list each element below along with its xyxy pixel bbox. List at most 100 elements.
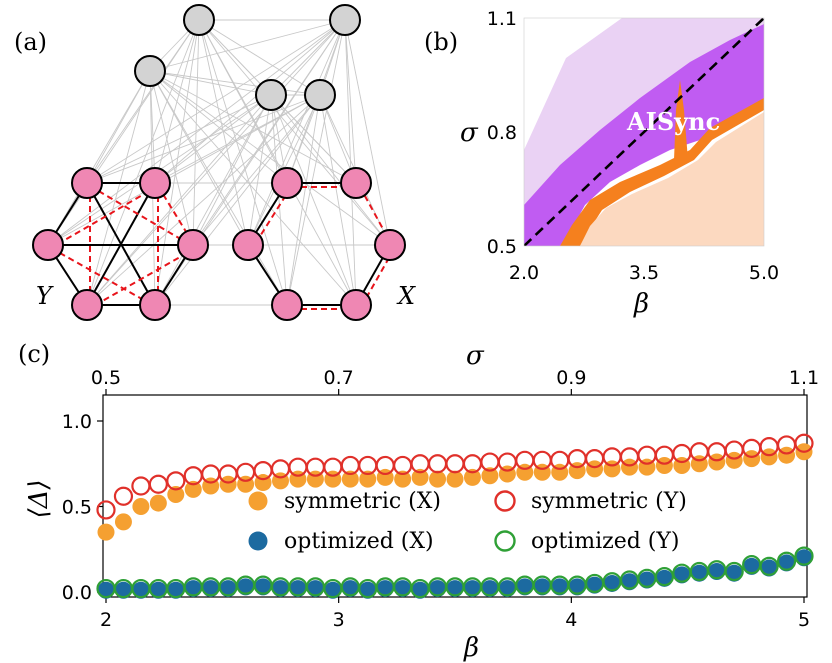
scatter-point-optimized-x — [690, 564, 708, 582]
scatter-point-optimized-x — [725, 564, 743, 582]
scatter-point-symmetric-x — [481, 467, 499, 485]
network-node — [71, 167, 103, 199]
scatter-point-optimized-x — [359, 581, 377, 599]
scatter-point-symmetric-y — [131, 476, 151, 496]
scatter-xtick-label: 3 — [333, 609, 345, 631]
scatter-ytick-label: 0.0 — [62, 582, 92, 604]
network-grey-edge — [270, 19, 346, 96]
legend-label: optimized (Y) — [531, 529, 679, 554]
network-node — [374, 229, 406, 261]
scatter-point-optimized-x — [97, 581, 115, 599]
network-grey-edge — [344, 19, 357, 184]
network-grey-edges — [47, 19, 391, 306]
scatter-point-optimized-x — [149, 581, 167, 599]
scatter-point-optimized-x — [673, 566, 691, 584]
network-grey-edge — [319, 94, 357, 306]
network-node — [271, 167, 303, 199]
network-grey-edge — [154, 94, 272, 306]
network-grey-edge — [286, 94, 321, 306]
scatter-points — [96, 433, 814, 599]
scatter-point-symmetric-x — [429, 470, 447, 488]
legend-marker — [248, 531, 268, 551]
network-grey-edge — [344, 19, 357, 306]
scatter-point-symmetric-x — [725, 451, 743, 469]
scatter-point-optimized-x — [254, 578, 272, 596]
network-driver-node — [329, 4, 361, 36]
scatter-point-optimized-y — [776, 551, 797, 571]
network-black-edges — [47, 182, 391, 306]
network-grey-edge — [149, 70, 249, 246]
network-driver-node — [255, 79, 287, 111]
network-grey-edge — [154, 19, 200, 306]
scatter-point-optimized-x — [568, 578, 586, 596]
network-red-edge — [50, 185, 159, 249]
scatter-point-symmetric-x — [97, 523, 115, 541]
scatter-top-xlabel: σ — [466, 341, 485, 371]
node-group-x-label: X — [396, 282, 416, 310]
network-grey-edge — [270, 94, 357, 306]
network-grey-edge — [154, 19, 346, 184]
network-grey-edge — [192, 94, 321, 246]
heatmap-ticks: 2.0 3.5 5.0 0.5 0.8 1.1 — [487, 8, 779, 284]
heatmap-ytick-label: 1.1 — [487, 8, 517, 30]
network-grey-edge — [86, 94, 321, 306]
heatmap-orange-band — [560, 98, 764, 246]
scatter-point-optimized-x — [795, 549, 813, 567]
scatter-point-optimized-y — [724, 561, 744, 582]
network-grey-edge — [47, 19, 200, 246]
scatter-point-symmetric-y — [96, 500, 116, 520]
network-grey-edge — [86, 70, 151, 306]
scatter-point-optimized-x — [167, 581, 185, 599]
scatter-point-optimized-x — [376, 580, 394, 598]
heatmap-xtick-label: 5.0 — [749, 262, 779, 284]
network-node — [340, 289, 372, 321]
scatter-point-symmetric-x — [341, 470, 359, 488]
scatter-point-optimized-x — [324, 581, 342, 599]
network-grey-edge — [149, 70, 321, 96]
network-red-edge — [359, 186, 395, 250]
scatter-point-symmetric-x — [760, 448, 778, 466]
network-node — [177, 229, 209, 261]
network-grey-edge — [86, 94, 272, 306]
network-grey-edge — [198, 19, 249, 246]
scatter-point-symmetric-x — [132, 498, 150, 515]
network-black-edge — [86, 182, 156, 306]
scatter-point-symmetric-x — [394, 470, 412, 488]
scatter-top-xtick-label: 0.7 — [324, 367, 354, 389]
network-grey-edge — [149, 70, 357, 306]
network-grey-edge — [86, 19, 346, 306]
heatmap-frame — [523, 17, 765, 247]
network-node — [271, 289, 303, 321]
scatter-point-symmetric-y — [166, 471, 186, 491]
network-nodes — [32, 4, 406, 321]
scatter-point-optimized-x — [184, 580, 202, 598]
scatter-point-optimized-x — [655, 569, 673, 587]
scatter-point-optimized-x — [586, 576, 604, 594]
network-grey-edge — [149, 70, 288, 184]
network-driver-node — [183, 4, 215, 36]
network-node — [232, 229, 264, 261]
scatter-point-optimized-x — [498, 580, 516, 598]
network-grey-edge — [154, 94, 272, 184]
scatter-point-optimized-x — [708, 562, 726, 580]
heatmap-annotation: AISync — [626, 107, 720, 136]
network-grey-edge — [47, 94, 321, 246]
network-red-edges — [50, 185, 395, 310]
heatmap-ytick-label: 0.8 — [487, 122, 517, 144]
scatter-point-optimized-x — [237, 578, 255, 596]
network-grey-edge — [154, 94, 321, 306]
scatter-top-xtick-label: 0.5 — [91, 367, 121, 389]
scatter-point-optimized-x — [429, 580, 447, 598]
heatmap-diagonal-line — [524, 18, 764, 246]
scatter-point-symmetric-x — [167, 486, 185, 504]
heatmap-xlabel: β — [633, 289, 649, 319]
legend-marker — [494, 490, 516, 512]
network-grey-edge — [198, 19, 391, 246]
panel-c-label: (c) — [18, 340, 50, 368]
scatter-point-optimized-x — [114, 581, 132, 599]
scatter-point-optimized-x — [341, 580, 359, 598]
scatter-point-symmetric-x — [411, 468, 429, 486]
scatter-point-symmetric-x — [586, 460, 604, 478]
scatter-point-optimized-x — [551, 578, 569, 596]
scatter-point-symmetric-x — [446, 470, 464, 488]
